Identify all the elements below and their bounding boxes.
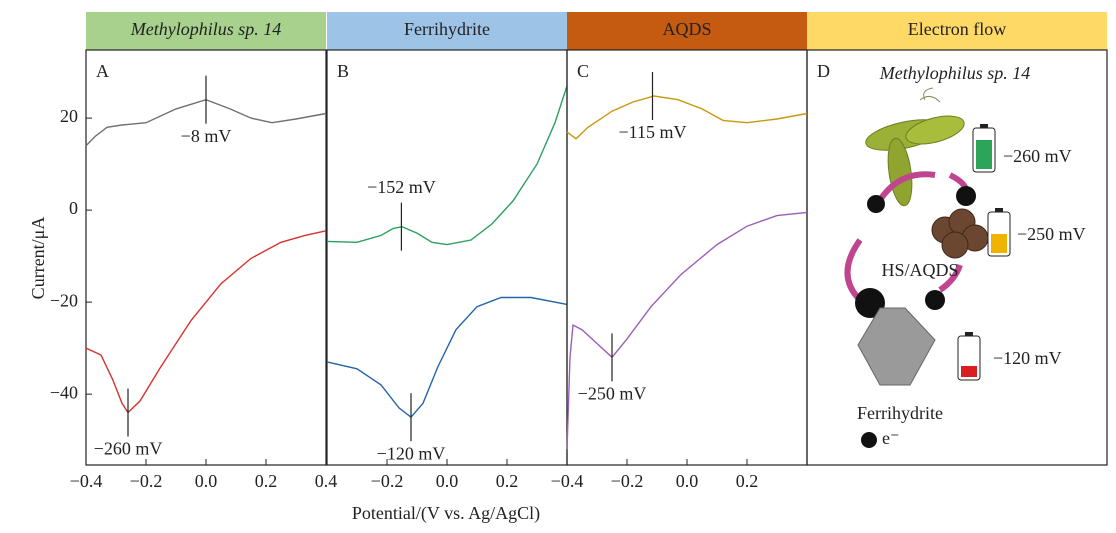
- x-tick-label: 0.0: [195, 471, 218, 491]
- shuttle: HS/AQDS: [881, 260, 958, 280]
- peak-label: −120 mV: [377, 443, 446, 463]
- battery: [972, 124, 996, 173]
- humic: [931, 208, 989, 259]
- x-tick-label: 0.2: [736, 471, 759, 491]
- x-tick-label: −0.4: [70, 471, 103, 491]
- x-tick-label: 0.0: [436, 471, 459, 491]
- x-tick-label: −0.2: [371, 471, 404, 491]
- bacteria: [865, 87, 965, 207]
- series-line: [566, 211, 808, 450]
- series-line: [85, 230, 327, 414]
- y-tick-label: 20: [60, 106, 78, 126]
- electron: [956, 186, 976, 206]
- panel-label: C: [577, 61, 589, 81]
- x-tick-label: 0.2: [255, 471, 278, 491]
- x-axis-label: Potential/(V vs. Ag/AgCl): [352, 503, 540, 524]
- x-tick-label: −0.2: [611, 471, 644, 491]
- header-band: [807, 12, 1107, 50]
- electron: [925, 290, 945, 310]
- peak-label: −152 mV: [367, 177, 436, 197]
- acceptor: Ferrihydrite: [857, 403, 943, 423]
- panel-label: B: [337, 61, 349, 81]
- header-title: Ferrihydrite: [404, 19, 490, 39]
- mineral: [857, 307, 936, 386]
- x-tick-label: 0.0: [676, 471, 699, 491]
- header-band: [86, 12, 326, 50]
- legend-electron: [861, 432, 877, 448]
- x-tick-label: 0.2: [496, 471, 519, 491]
- electron-label: e⁻: [882, 428, 900, 448]
- series-line: [326, 85, 568, 246]
- battery: [957, 332, 981, 381]
- series-line: [566, 95, 808, 140]
- organism: Methylophilus sp. 14: [879, 63, 1031, 83]
- peak-label: −260 mV: [94, 439, 163, 459]
- y-tick-label: −40: [50, 382, 78, 402]
- header-title: Methylophilus sp. 14: [130, 19, 282, 39]
- peak-label: −115 mV: [619, 122, 687, 142]
- panel-label: D: [817, 61, 830, 81]
- y-tick-label: −20: [50, 290, 78, 310]
- panel-frame: [326, 49, 568, 466]
- series-line: [326, 296, 568, 419]
- header-band: [567, 12, 807, 50]
- battery: [987, 208, 1011, 257]
- header-title: Electron flow: [908, 19, 1006, 39]
- x-tick-label: −0.4: [551, 471, 584, 491]
- potential: −120 mV: [993, 348, 1062, 368]
- electron: [855, 288, 885, 318]
- series-line: [85, 98, 327, 147]
- y-tick-label: 0: [69, 198, 78, 218]
- panel-label: A: [96, 61, 109, 81]
- electron: [867, 195, 885, 213]
- header-band: [327, 12, 567, 50]
- y-axis-label: Current/μA: [28, 217, 48, 300]
- x-tick-label: 0.4: [315, 471, 338, 491]
- peak-label: −250 mV: [578, 383, 647, 403]
- flow-arc: [844, 171, 969, 303]
- x-tick-label: −0.2: [130, 471, 163, 491]
- potential: −250 mV: [1017, 224, 1086, 244]
- potential: −260 mV: [1003, 146, 1072, 166]
- header-title: AQDS: [662, 19, 711, 39]
- peak-label: −8 mV: [181, 126, 232, 146]
